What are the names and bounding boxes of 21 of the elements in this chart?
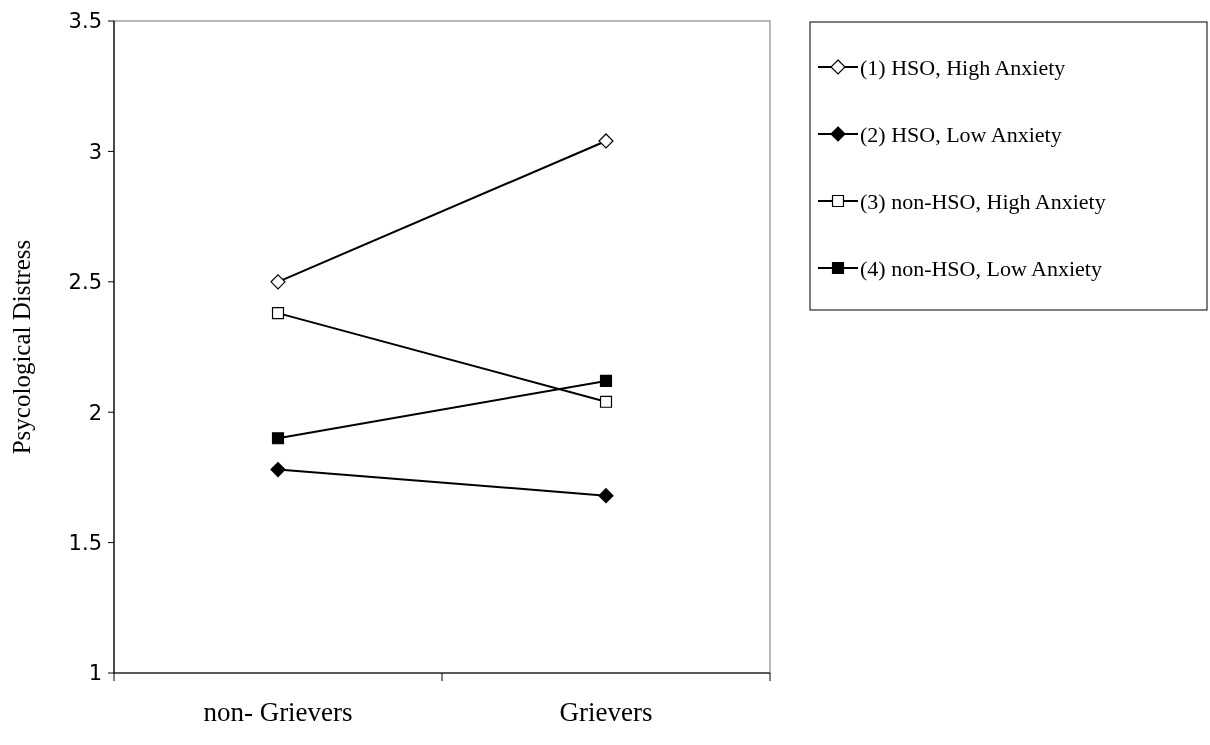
y-axis-title: Psycological Distress — [8, 239, 35, 455]
point — [599, 374, 613, 387]
point — [270, 274, 286, 290]
y-tick-label: 3.5 — [68, 9, 102, 34]
x-tick-label: Grievers — [559, 697, 653, 727]
legend-label: (2) HSO, Low Anxiety — [860, 121, 1062, 147]
point — [598, 133, 614, 149]
y-tick-label: 1.5 — [68, 530, 102, 555]
point — [271, 432, 285, 445]
x-tick-label: non- Grievers — [203, 697, 353, 727]
legend-label: (4) non-HSO, Low Anxiety — [860, 255, 1102, 281]
point — [271, 307, 285, 320]
y-tick-label: 3 — [88, 139, 102, 164]
legend-label: (3) non-HSO, High Anxiety — [860, 188, 1106, 214]
point — [598, 488, 614, 504]
point — [270, 461, 286, 478]
point — [599, 395, 613, 408]
y-tick-label: 2 — [88, 400, 102, 425]
legend-label: (1) HSO, High Anxiety — [860, 54, 1066, 80]
y-tick-label: 2.5 — [68, 270, 102, 295]
y-tick-label: 1 — [88, 661, 102, 686]
